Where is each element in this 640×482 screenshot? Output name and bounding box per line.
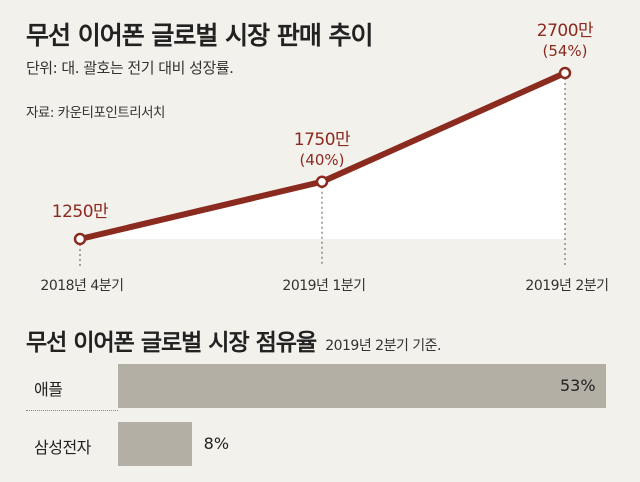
bar-row-0: 애플 53% bbox=[0, 364, 640, 408]
data-point-1 bbox=[315, 175, 329, 189]
sales-line-chart: 1250만 2018년 4분기 1750만(40%) 2019년 1분기 2700만(5… bbox=[40, 21, 609, 294]
growth-label-1: (40%) bbox=[299, 151, 344, 169]
share-bar-1 bbox=[118, 422, 192, 466]
share-bar-0 bbox=[118, 364, 606, 408]
category-label-1: 2019년 1분기 bbox=[282, 278, 365, 294]
share-chart-title: 무선 이어폰 글로벌 시장 점유율 bbox=[26, 330, 317, 356]
bar-value-label-1: 8% bbox=[203, 434, 230, 453]
data-point-0 bbox=[73, 232, 87, 246]
category-label-0: 2018년 4분기 bbox=[40, 278, 123, 294]
source-note: 자료: 카운티포인트리서치 bbox=[26, 105, 165, 121]
bar-category-label-1: 삼성전자 bbox=[34, 438, 91, 457]
line-chart-title: 무선 이어폰 글로벌 시장 판매 추이 bbox=[26, 21, 374, 50]
row-divider bbox=[26, 410, 118, 411]
value-label-0: 1250만 bbox=[52, 202, 109, 222]
data-point-2 bbox=[558, 66, 572, 80]
share-chart-heading: 무선 이어폰 글로벌 시장 점유율 2019년 2분기 기준. bbox=[26, 323, 441, 357]
value-label-1: 1750만 bbox=[294, 130, 351, 150]
growth-label-2: (54%) bbox=[542, 42, 587, 60]
bar-category-label-0: 애플 bbox=[34, 380, 63, 399]
category-label-2: 2019년 2분기 bbox=[525, 278, 608, 294]
unit-note: 단위: 대. 괄호는 전기 대비 성장률. bbox=[26, 59, 234, 77]
share-chart-subtitle: 2019년 2분기 기준. bbox=[325, 338, 441, 354]
value-label-2: 2700만 bbox=[537, 21, 594, 41]
line-area-fill bbox=[80, 73, 565, 239]
bar-row-1: 삼성전자 8% bbox=[0, 422, 640, 466]
bar-value-label-0: 53% bbox=[560, 376, 596, 395]
